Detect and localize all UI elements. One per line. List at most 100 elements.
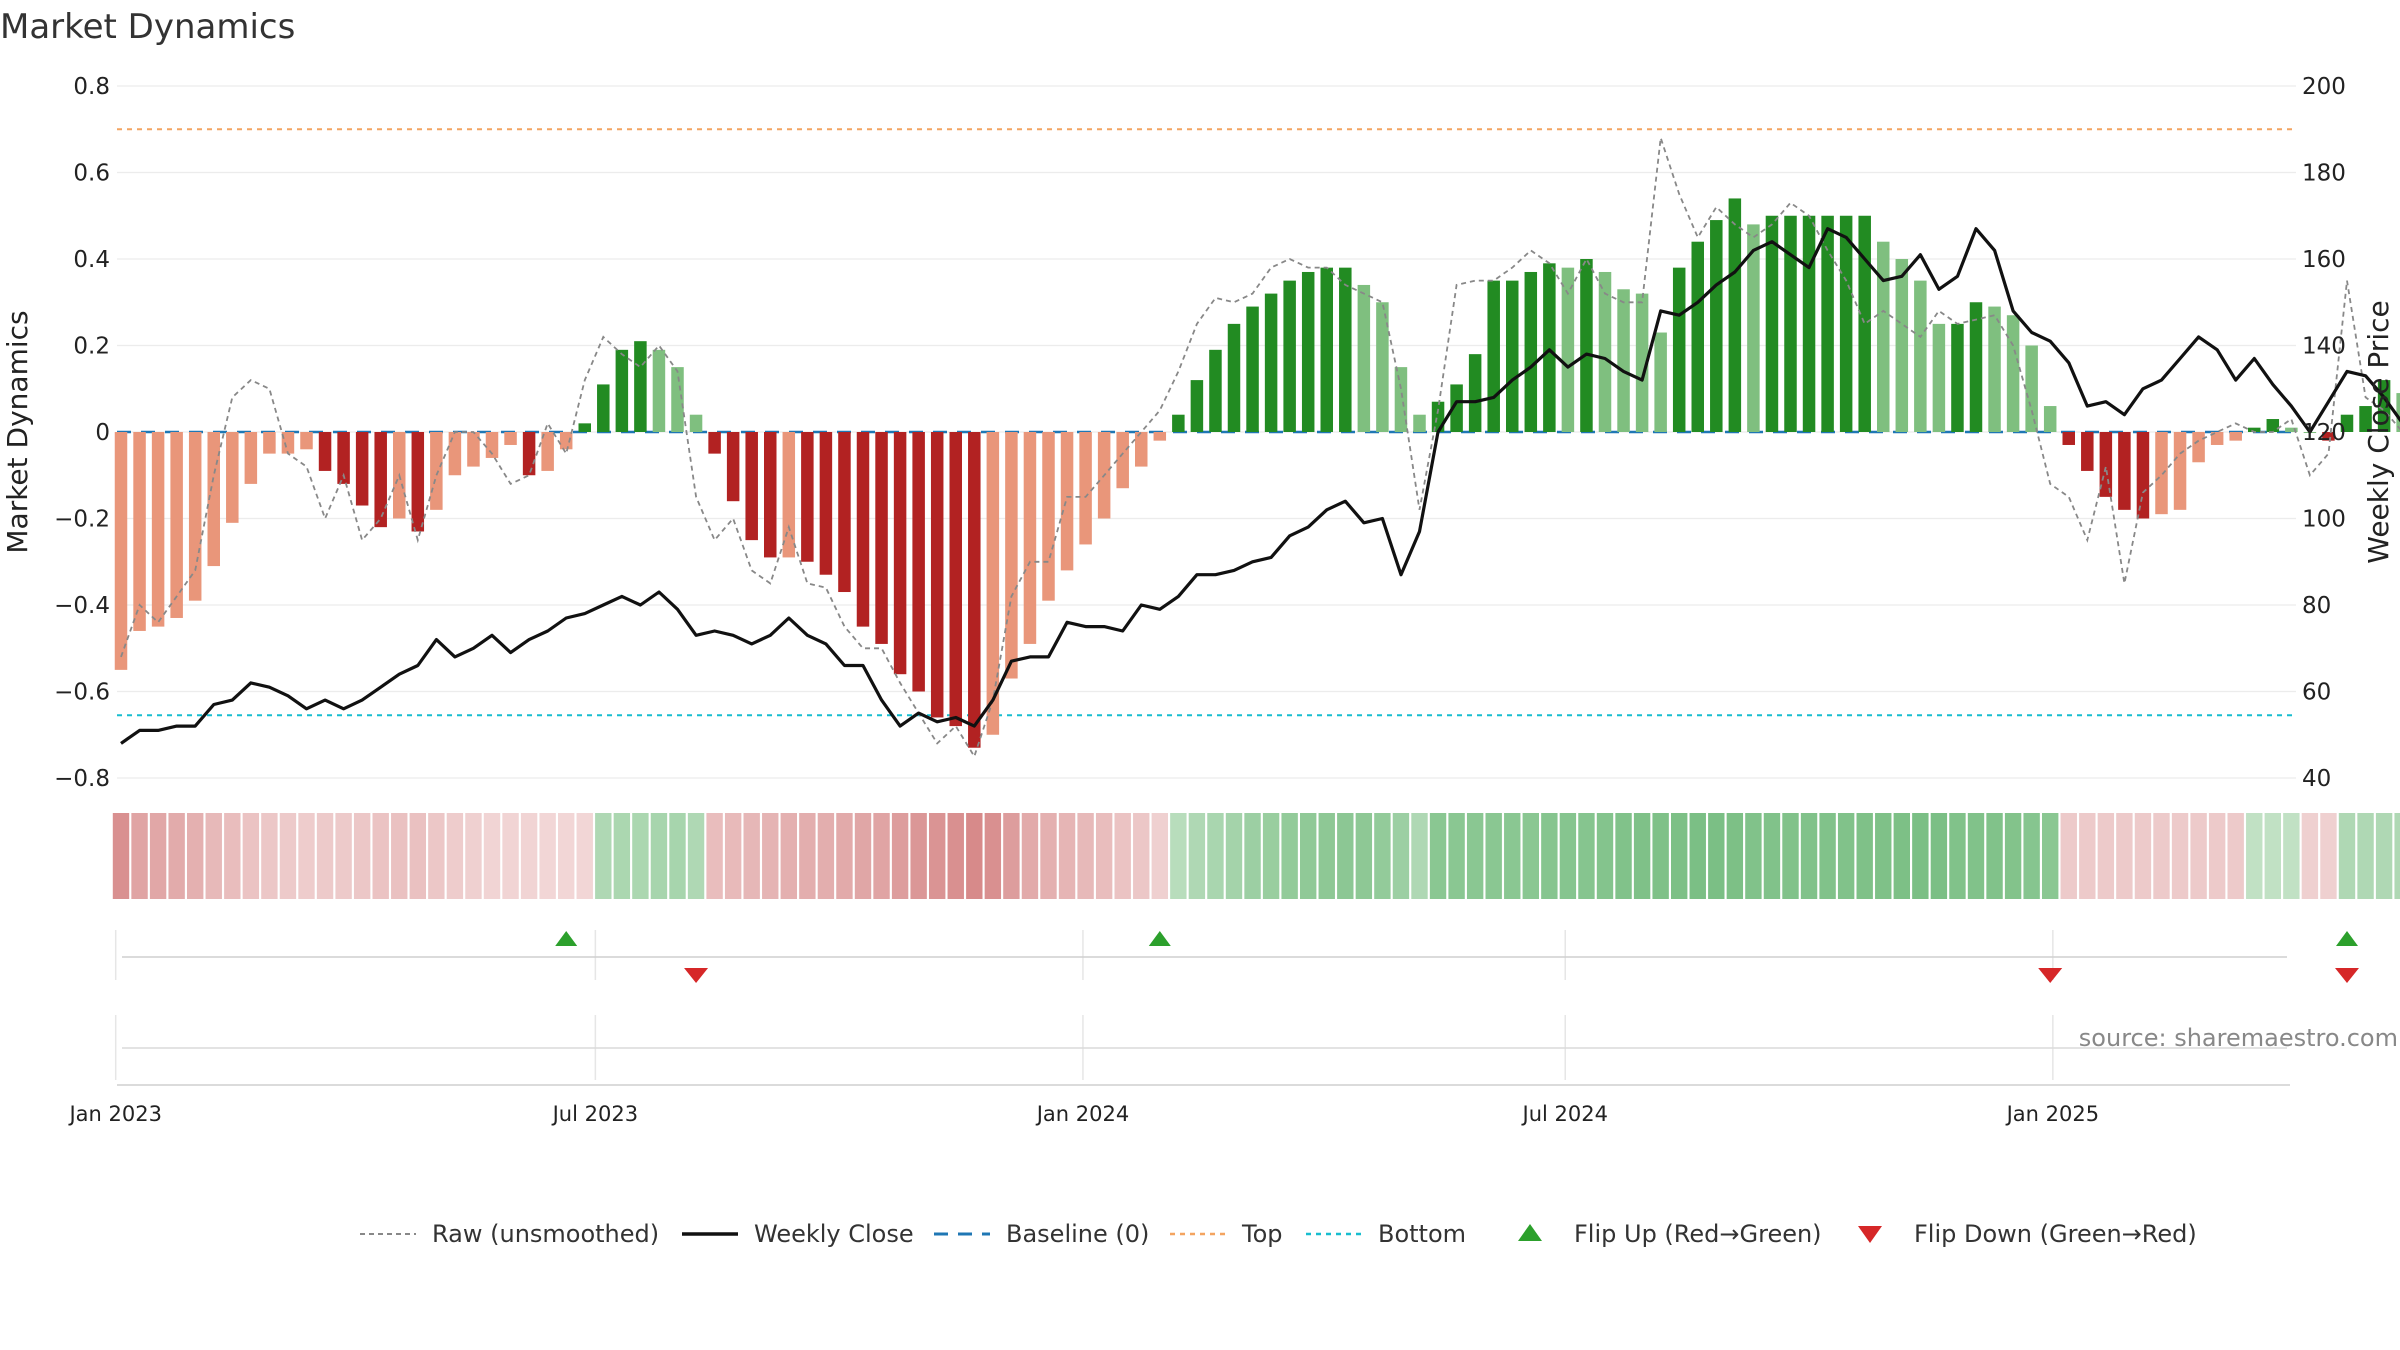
momentum-bar	[2118, 432, 2131, 510]
heat-cell	[1337, 813, 1354, 899]
momentum-bar	[726, 432, 740, 502]
heat-cell	[1077, 813, 1094, 899]
momentum-bar	[1691, 241, 1704, 432]
heat-cell	[706, 813, 723, 899]
momentum-bar	[1450, 384, 1463, 432]
momentum-bar	[1413, 414, 1426, 432]
heat-cell	[595, 813, 612, 899]
heat-cell	[168, 813, 185, 899]
heat-cell	[2208, 813, 2226, 899]
momentum-bar	[2136, 432, 2150, 519]
momentum-bar	[1728, 198, 1742, 432]
momentum-bar	[819, 432, 833, 575]
grid	[114, 85, 2296, 1080]
momentum-bar	[2322, 432, 2335, 441]
momentum-bar	[2081, 432, 2094, 471]
heat-cell	[1615, 813, 1632, 899]
heat-cell	[1095, 813, 1113, 899]
x-tick-label: Jul 2024	[1521, 1102, 1608, 1126]
heat-cell	[1262, 813, 1280, 899]
right-y-tick-label: 60	[2302, 680, 2331, 706]
heat-cell	[1782, 813, 1799, 899]
heat-cell	[298, 813, 315, 899]
right-y-tick-label: 40	[2302, 766, 2331, 792]
heat-cell	[1411, 813, 1428, 899]
momentum-bar	[1209, 349, 1222, 432]
left-y-tick-label: 0.4	[73, 247, 110, 273]
momentum-bar	[318, 432, 332, 471]
momentum-bar	[708, 432, 721, 454]
momentum-bar	[1747, 224, 1760, 432]
heat-cell	[558, 813, 575, 899]
flip-up-marker	[2336, 931, 2358, 946]
momentum-bar	[615, 349, 629, 432]
lower-panel	[117, 1047, 2290, 1086]
momentum-bar	[337, 432, 350, 484]
momentum-bar	[1877, 241, 1890, 432]
momentum-bar	[949, 432, 962, 727]
x-tick-label: Jan 2023	[67, 1102, 162, 1126]
heat-cell	[1170, 813, 1187, 899]
momentum-bar	[1710, 220, 1723, 432]
momentum-bar	[355, 432, 369, 506]
heat-cell	[984, 813, 1002, 899]
heat-cell	[2357, 813, 2374, 899]
heat-cell	[966, 813, 983, 899]
heat-cell	[2004, 813, 2022, 899]
momentum-bar	[1301, 271, 1315, 432]
momentum-bar	[2192, 432, 2205, 463]
right-y-tick-label: 200	[2302, 74, 2346, 100]
momentum-bar	[689, 414, 703, 432]
heat-cell	[1114, 813, 1131, 899]
x-axis-ticks: Jan 2023 Jul 2023 Jan 2024 Jul 2024 Jan 2025…	[67, 1102, 2099, 1126]
momentum-bar	[1190, 380, 1204, 432]
left-y-tick-label: 0.2	[73, 334, 110, 360]
heat-cell	[576, 813, 593, 899]
heat-cell	[854, 813, 872, 899]
momentum-bar	[1988, 306, 2001, 432]
heat-cell	[1930, 813, 1948, 899]
momentum-bar	[522, 432, 536, 476]
flip-down-marker	[2038, 968, 2063, 983]
heat-cell	[1485, 813, 1502, 899]
heat-cell	[131, 813, 148, 899]
momentum-bar	[1524, 271, 1538, 432]
heat-cell	[650, 813, 668, 899]
momentum-bar	[1227, 323, 1241, 432]
momentum-bar	[1839, 215, 1853, 432]
momentum-bar	[875, 432, 888, 644]
momentum-bar	[764, 432, 777, 558]
momentum-bar	[133, 432, 146, 631]
heat-cell	[428, 813, 445, 899]
momentum-bar	[856, 432, 870, 627]
right-y-tick-label: 100	[2302, 507, 2346, 533]
series-lines	[120, 137, 2400, 759]
heat-cell	[1021, 813, 1039, 899]
heat-cell	[1837, 813, 1855, 899]
reference-lines	[117, 128, 2296, 717]
momentum-bar	[2043, 406, 2057, 432]
left-y-tick-label: −0.2	[54, 507, 110, 533]
momentum-bar	[1580, 259, 1593, 432]
heat-cell	[1671, 813, 1688, 899]
momentum-bar	[448, 432, 462, 476]
heat-cell	[1207, 813, 1224, 899]
momentum-bar	[2396, 393, 2400, 432]
momentum-bar	[1914, 280, 1927, 432]
right-y-tick-label: 140	[2302, 334, 2346, 360]
momentum-bar	[912, 432, 925, 692]
momentum-bar	[1079, 432, 1092, 545]
momentum-bar	[2006, 315, 2020, 432]
heat-cell	[669, 813, 686, 899]
momentum-bar	[2025, 345, 2038, 432]
momentum-bar	[986, 432, 1000, 735]
heat-cell	[1522, 813, 1539, 899]
heat-cell	[1448, 813, 1465, 899]
momentum-bar	[1246, 306, 1259, 432]
flip-down-marker	[684, 968, 709, 983]
momentum-bar	[838, 432, 851, 593]
momentum-bar	[2340, 414, 2354, 432]
momentum-bar	[1672, 267, 1686, 432]
momentum-bar	[930, 432, 944, 718]
heat-cell	[1726, 813, 1744, 899]
